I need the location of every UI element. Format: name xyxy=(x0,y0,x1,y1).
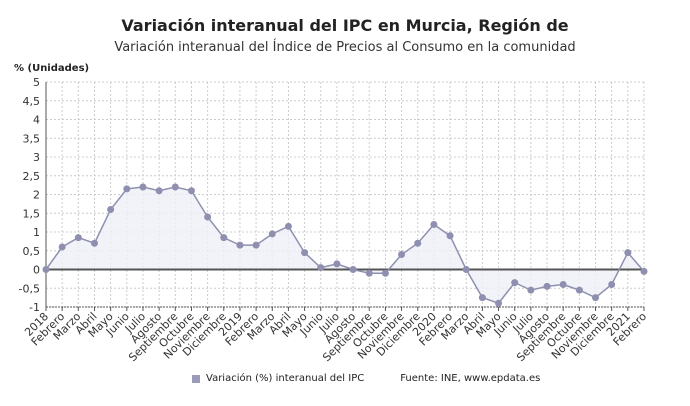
data-point xyxy=(365,269,373,277)
data-point xyxy=(42,266,50,273)
y-tick-label: 2 xyxy=(33,189,40,202)
data-point xyxy=(107,206,115,213)
data-point xyxy=(268,230,276,238)
data-point xyxy=(301,249,309,257)
data-point xyxy=(462,266,470,273)
y-tick-label: 2,5 xyxy=(23,170,41,183)
data-point xyxy=(204,213,212,221)
data-point xyxy=(236,241,244,249)
data-point xyxy=(349,266,357,273)
y-tick-label: 0,5 xyxy=(23,245,41,258)
data-point xyxy=(559,281,567,288)
data-point xyxy=(74,234,82,242)
y-tick-label: 4,5 xyxy=(23,95,41,108)
data-point xyxy=(575,286,583,294)
data-point xyxy=(446,232,454,240)
data-point xyxy=(495,299,503,307)
data-point xyxy=(187,187,195,195)
y-tick-label: -0,5 xyxy=(19,282,40,295)
y-tick-label: 4 xyxy=(33,114,40,127)
data-point xyxy=(592,294,600,302)
data-point xyxy=(624,249,632,257)
legend-swatch xyxy=(192,374,200,383)
data-point xyxy=(123,185,131,193)
chart-title: Variación interanual del IPC en Murcia, … xyxy=(121,16,569,35)
y-tick-label: -1 xyxy=(29,301,40,314)
y-tick-label: 1,5 xyxy=(23,207,41,220)
data-point xyxy=(317,264,325,272)
legend-label: Variación (%) interanual del IPC xyxy=(206,373,365,384)
data-point xyxy=(139,183,147,191)
data-point xyxy=(430,221,438,228)
y-tick-label: 3 xyxy=(33,151,40,164)
data-point xyxy=(381,269,389,277)
data-point xyxy=(527,286,535,294)
data-point xyxy=(543,282,551,290)
data-point xyxy=(398,251,406,258)
series-area xyxy=(46,187,644,304)
data-point xyxy=(333,260,341,268)
y-tick-label: 5 xyxy=(33,76,40,89)
y-axis-label: % (Unidades) xyxy=(14,63,90,74)
data-point xyxy=(608,281,616,288)
y-tick-label: 3,5 xyxy=(23,132,41,145)
data-point xyxy=(58,243,66,251)
data-point xyxy=(284,222,292,230)
data-point xyxy=(220,234,228,242)
data-point xyxy=(252,241,260,249)
data-point xyxy=(155,187,163,195)
chart-subtitle: Variación interanual del Índice de Preci… xyxy=(114,40,576,55)
legend: Variación (%) interanual del IPC Fuente:… xyxy=(192,373,540,384)
y-tick-label: 1 xyxy=(33,226,40,239)
data-point xyxy=(478,294,486,302)
data-point xyxy=(171,183,179,191)
data-point xyxy=(414,239,422,247)
data-point xyxy=(511,279,519,287)
source-label: Fuente: INE, www.epdata.es xyxy=(400,373,541,384)
y-tick-label: 0 xyxy=(33,264,40,277)
data-point xyxy=(90,239,98,247)
data-point xyxy=(640,267,648,275)
